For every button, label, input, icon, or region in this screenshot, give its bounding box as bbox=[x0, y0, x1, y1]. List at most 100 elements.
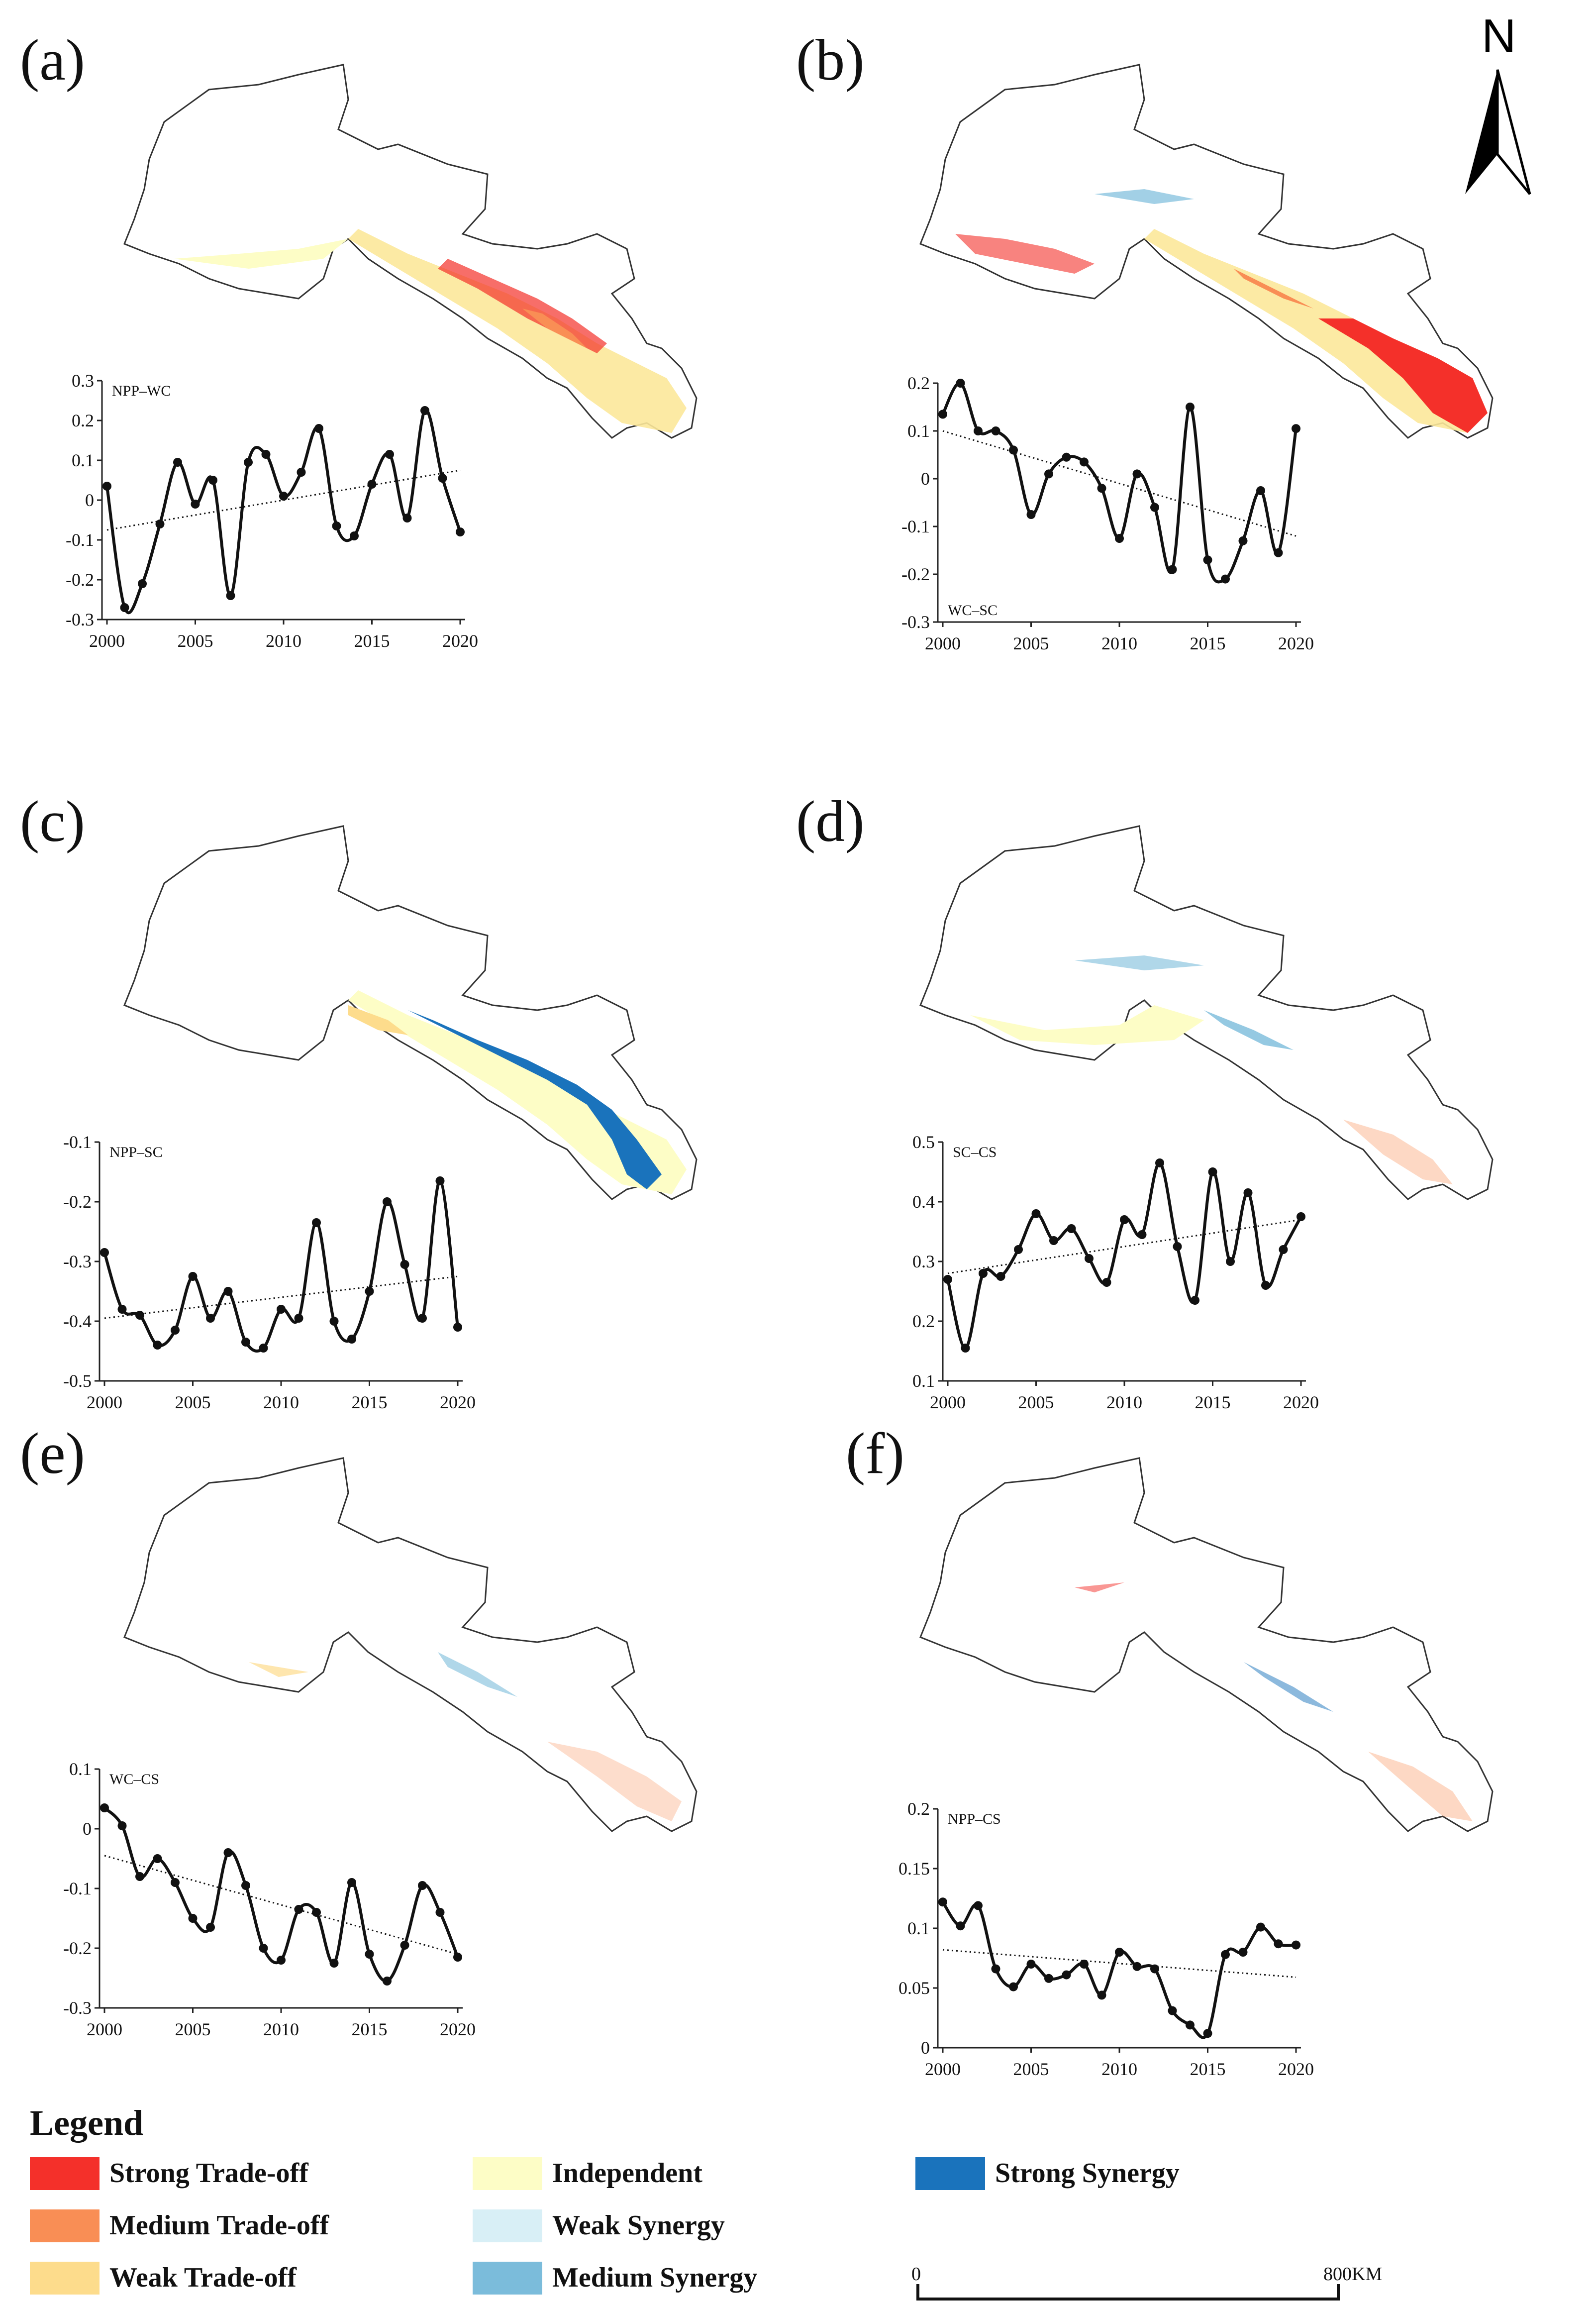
data-point bbox=[277, 1956, 286, 1965]
x-tick-label: 2015 bbox=[1190, 633, 1226, 653]
data-point bbox=[117, 1305, 127, 1314]
data-point bbox=[1120, 1215, 1129, 1224]
data-point bbox=[261, 450, 271, 459]
series-label: NPP–WC bbox=[112, 383, 171, 399]
data-point bbox=[1150, 503, 1159, 512]
data-point bbox=[294, 1905, 303, 1914]
data-point bbox=[297, 468, 306, 477]
map-panel-c bbox=[123, 825, 698, 1200]
data-point bbox=[135, 1311, 144, 1320]
data-point bbox=[347, 1335, 356, 1344]
y-tick-label: 0.5 bbox=[912, 1132, 935, 1152]
y-tick-label: -0.2 bbox=[63, 1938, 92, 1958]
data-point bbox=[277, 1305, 286, 1314]
data-point bbox=[365, 1950, 374, 1959]
data-point bbox=[329, 1959, 339, 1968]
legend-swatch-strong-tradeoff bbox=[30, 2157, 100, 2190]
series-line bbox=[941, 381, 1297, 584]
x-tick-label: 2005 bbox=[1013, 2059, 1049, 2079]
scale-bar-end: 800KM bbox=[1323, 2264, 1382, 2285]
y-tick-label: 0.2 bbox=[907, 1799, 930, 1819]
y-tick-label: -0.3 bbox=[63, 1998, 92, 2018]
data-point bbox=[979, 1269, 988, 1278]
data-point bbox=[456, 527, 465, 536]
data-point bbox=[102, 482, 111, 491]
data-point bbox=[453, 1323, 462, 1332]
data-point bbox=[385, 450, 394, 459]
data-point bbox=[365, 1287, 374, 1296]
data-point bbox=[1297, 1212, 1305, 1221]
legend-swatch-weak-tradeoff bbox=[30, 2262, 100, 2295]
trend-line bbox=[947, 1219, 1301, 1274]
legend: Legend Strong Trade-off Medium Trade-off… bbox=[30, 2103, 1180, 2295]
legend-swatch-medium-tradeoff bbox=[30, 2209, 100, 2242]
data-point bbox=[420, 406, 429, 415]
series-label: NPP–CS bbox=[948, 1811, 1001, 1827]
data-point bbox=[974, 426, 983, 435]
north-arrow: N bbox=[1465, 9, 1531, 195]
y-tick-label: -0.1 bbox=[63, 1132, 92, 1152]
data-point bbox=[1009, 1982, 1018, 1991]
data-point bbox=[1221, 574, 1230, 584]
data-point bbox=[1191, 1296, 1199, 1305]
data-point bbox=[1132, 1962, 1142, 1971]
data-point bbox=[383, 1197, 392, 1206]
x-tick-label: 2020 bbox=[1278, 633, 1314, 653]
data-point bbox=[956, 379, 965, 388]
x-tick-label: 2010 bbox=[266, 631, 301, 651]
y-tick-label: 0.1 bbox=[907, 421, 930, 441]
data-point bbox=[332, 522, 341, 530]
series-label: NPP–SC bbox=[109, 1144, 163, 1160]
map-panel-f bbox=[919, 1457, 1494, 1832]
x-tick-label: 2010 bbox=[263, 1392, 299, 1412]
data-point bbox=[135, 1872, 144, 1881]
data-point bbox=[961, 1344, 970, 1353]
data-point bbox=[402, 514, 412, 523]
x-tick-label: 2000 bbox=[930, 1392, 966, 1412]
data-point bbox=[1238, 536, 1248, 545]
y-tick-label: -0.2 bbox=[66, 570, 94, 590]
y-tick-label: 0.1 bbox=[72, 450, 94, 470]
legend-swatch-independent bbox=[473, 2157, 542, 2190]
data-point bbox=[312, 1908, 321, 1917]
y-tick-label: -0.1 bbox=[63, 1879, 92, 1898]
legend-label-strong-tradeoff: Strong Trade-off bbox=[109, 2158, 309, 2189]
data-point bbox=[1031, 1209, 1041, 1218]
y-tick-label: -0.4 bbox=[63, 1311, 92, 1331]
data-point bbox=[956, 1921, 965, 1931]
y-tick-label: 0.15 bbox=[898, 1859, 930, 1879]
series-line bbox=[103, 1806, 459, 1983]
x-tick-label: 2010 bbox=[1106, 1392, 1142, 1412]
x-tick-label: 2000 bbox=[87, 2019, 122, 2039]
y-tick-label: -0.3 bbox=[901, 612, 930, 632]
y-tick-label: 0.2 bbox=[912, 1311, 935, 1331]
data-point bbox=[329, 1317, 339, 1326]
data-point bbox=[1221, 1950, 1230, 1959]
data-point bbox=[1203, 2029, 1212, 2038]
y-tick-label: 0.4 bbox=[912, 1192, 935, 1212]
data-point bbox=[1292, 1940, 1300, 1950]
y-tick-label: 0 bbox=[921, 469, 930, 489]
x-tick-label: 2000 bbox=[925, 633, 961, 653]
data-point bbox=[171, 1326, 180, 1335]
data-point bbox=[418, 1314, 427, 1323]
map-panel-b bbox=[919, 64, 1494, 439]
data-point bbox=[347, 1878, 356, 1887]
data-point bbox=[1044, 469, 1053, 479]
data-point bbox=[1085, 1254, 1094, 1263]
x-tick-label: 2005 bbox=[175, 2019, 211, 2039]
x-tick-label: 2000 bbox=[89, 631, 125, 651]
data-point bbox=[1256, 1922, 1265, 1932]
data-point bbox=[383, 1977, 392, 1986]
data-point bbox=[1208, 1167, 1217, 1176]
y-tick-label: -0.5 bbox=[63, 1371, 92, 1391]
data-point bbox=[350, 531, 359, 540]
data-point bbox=[1186, 403, 1195, 412]
scale-bar-start: 0 bbox=[911, 2264, 921, 2285]
data-point bbox=[1049, 1236, 1058, 1245]
data-point bbox=[435, 1176, 445, 1185]
data-point bbox=[173, 458, 182, 467]
y-tick-label: 0.1 bbox=[912, 1371, 935, 1391]
x-tick-label: 2020 bbox=[442, 631, 478, 651]
